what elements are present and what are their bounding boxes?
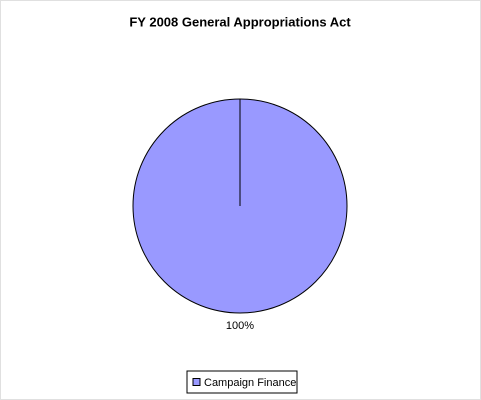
data-label: 100% [226,320,254,332]
legend-swatch [192,378,201,386]
legend-box [186,370,298,394]
chart-title: FY 2008 General Appropriations Act [129,14,351,29]
legend-label: Campaign Finance [204,377,296,389]
